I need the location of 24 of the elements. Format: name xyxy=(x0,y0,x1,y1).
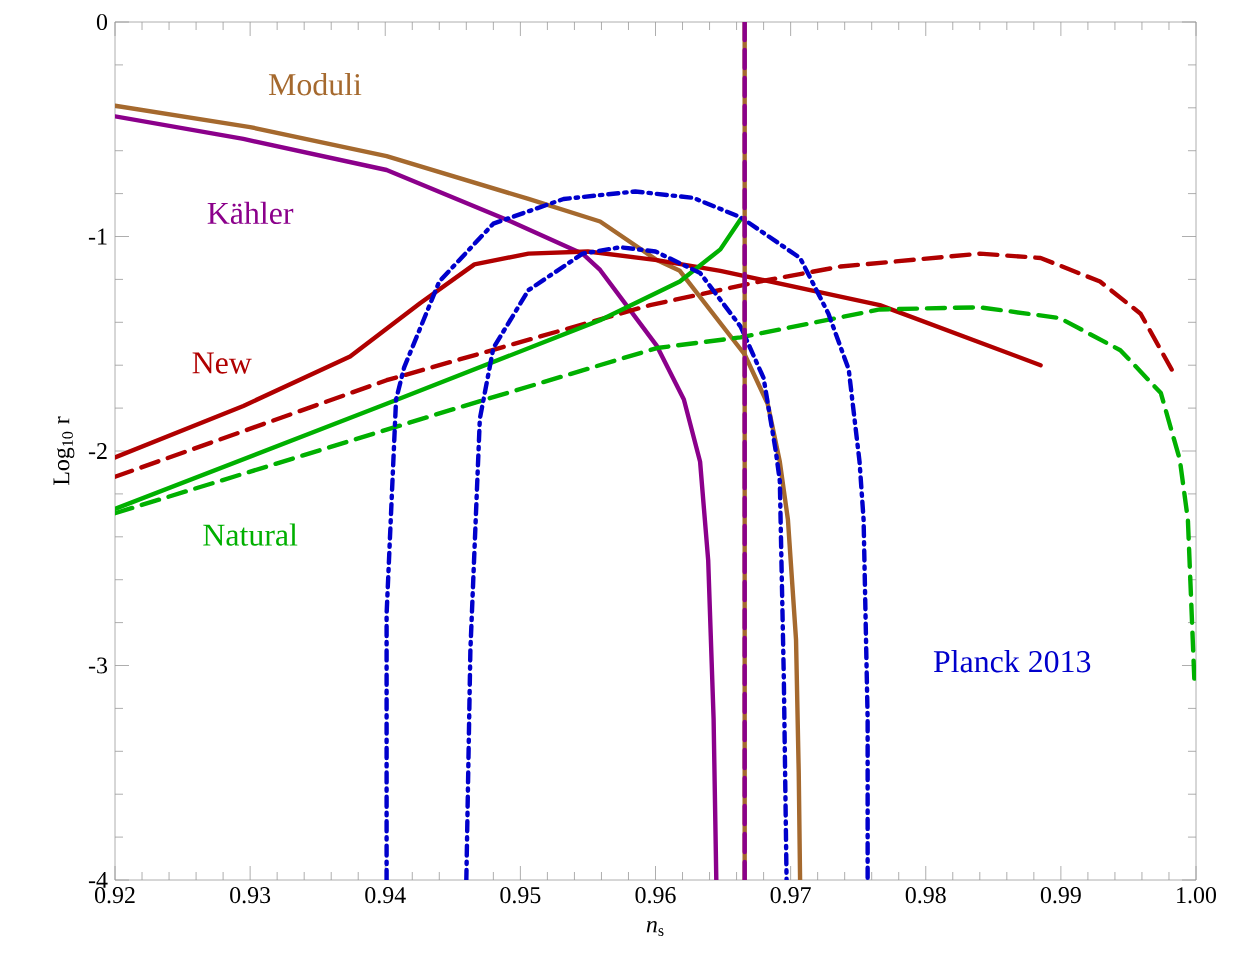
y-axis-title: Log$_{10}$ r xyxy=(53,416,75,486)
x-tick-label: 1.00 xyxy=(1177,887,1216,904)
x-tick-label: 0.92 xyxy=(94,887,135,904)
x-tick-label: 0.95 xyxy=(500,887,541,904)
y-tick-label: 0 xyxy=(96,13,108,31)
line-series xyxy=(384,189,870,880)
line-series xyxy=(115,251,1174,479)
y-tick-label: -4 xyxy=(88,872,108,888)
series-label: Moduli xyxy=(268,72,362,96)
series-label: Natural xyxy=(203,523,298,546)
x-tick-label: 0.97 xyxy=(770,887,811,904)
x-axis-title: n$_{s}$ xyxy=(646,920,664,936)
series-label: New xyxy=(192,352,252,374)
series-label: Kähler xyxy=(207,201,294,225)
x-tick-label: 0.94 xyxy=(365,887,406,904)
x-tick-label: 0.93 xyxy=(230,887,271,904)
text: Planck 2013 xyxy=(933,649,1091,673)
line-series xyxy=(464,245,789,880)
y-tick-label: -1 xyxy=(88,228,107,245)
x-tick-label: 0.96 xyxy=(635,887,676,904)
y-tick-label: -2 xyxy=(88,443,107,459)
y-tick-label: -3 xyxy=(88,657,108,674)
x-tick-label: 0.99 xyxy=(1040,887,1081,904)
x-tick-label: 0.98 xyxy=(905,887,946,904)
